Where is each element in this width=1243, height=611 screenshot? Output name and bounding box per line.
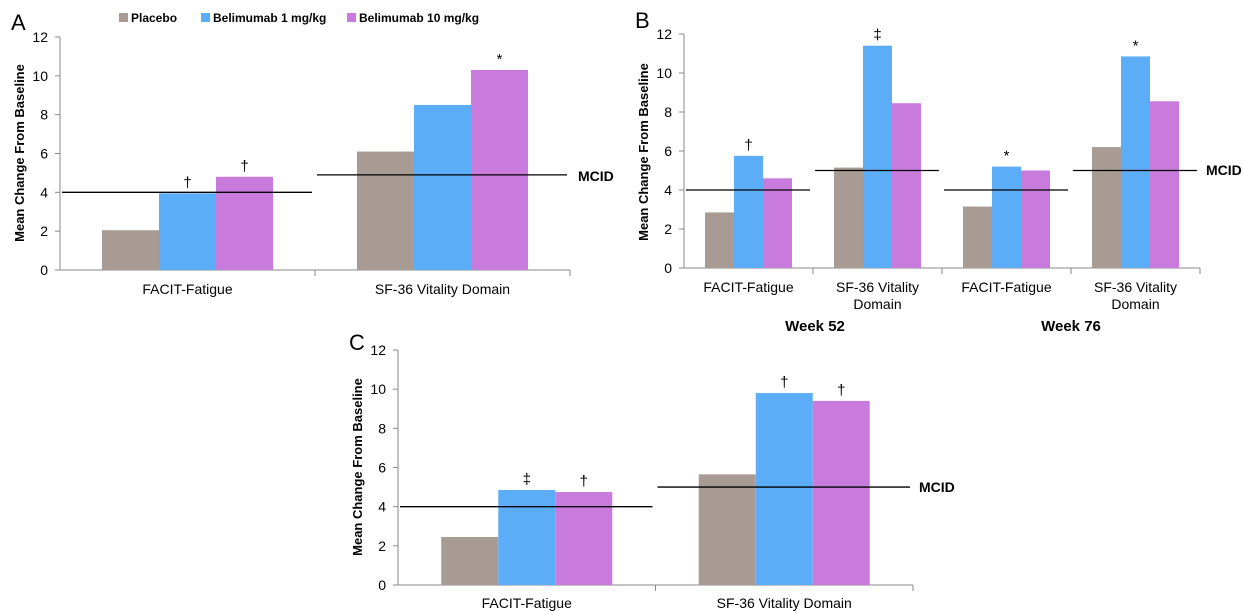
legend-swatch-belimumab-10 <box>347 13 356 22</box>
x-category-label: Domain <box>1111 296 1159 312</box>
legend-label-belimumab-10: Belimumab 10 mg/kg <box>359 11 479 25</box>
y-tick-label: 2 <box>378 538 386 554</box>
bar-placebo-2 <box>834 167 863 268</box>
bar-placebo-2 <box>357 151 414 270</box>
panel-c: 0 2 4 6 8 10 12 ‡ † FACIT-Fatigue † † SF-36 Vitality… <box>370 342 954 611</box>
x-category-label: Domain <box>853 296 901 312</box>
y-tick-label: 6 <box>664 143 672 159</box>
bar-placebo-1 <box>705 212 734 268</box>
y-tick-label: 0 <box>378 577 386 593</box>
x-category-label: FACIT-Fatigue <box>703 279 793 295</box>
significance-marker: ‡ <box>873 27 881 44</box>
legend-swatch-belimumab-1 <box>201 13 210 22</box>
y-tick-label: 12 <box>370 342 386 358</box>
y-tick-label: 8 <box>378 420 386 436</box>
panel-a: 0 2 4 6 8 10 12 † † FACIT-Fatigue * SF-36 Vitality … <box>32 29 613 297</box>
y-tick-label: 12 <box>32 29 48 45</box>
bar-belimumab-1-mg-kg-1 <box>159 193 216 270</box>
bar-belimumab-10-mg-kg-3 <box>1021 170 1050 268</box>
significance-marker: * <box>1133 37 1139 54</box>
bar-belimumab-1-mg-kg-3 <box>992 166 1021 268</box>
y-axis-title-a: Mean Change From Baseline <box>12 64 27 242</box>
bar-belimumab-10-mg-kg-2 <box>812 400 870 585</box>
y-tick-label: 10 <box>32 68 48 84</box>
bar-placebo-4 <box>1092 147 1121 268</box>
bar-placebo-1 <box>102 230 159 270</box>
mcid-label: MCID <box>578 168 614 184</box>
legend-label-belimumab-1: Belimumab 1 mg/kg <box>213 11 326 25</box>
significance-marker: † <box>240 158 248 175</box>
y-tick-label: 4 <box>40 184 48 200</box>
group-label-week-52: Week 52 <box>785 318 845 335</box>
y-tick-label: 2 <box>664 221 672 237</box>
legend-swatch-placebo <box>119 13 128 22</box>
bar-placebo-3 <box>963 206 992 268</box>
y-tick-label: 8 <box>664 104 672 120</box>
bar-belimumab-1-mg-kg-1 <box>498 490 556 585</box>
y-tick-label: 8 <box>40 107 48 123</box>
y-tick-label: 2 <box>40 223 48 239</box>
significance-marker: † <box>580 473 588 490</box>
x-category-label: FACIT-Fatigue <box>482 595 572 611</box>
bar-belimumab-1-mg-kg-2 <box>414 104 471 270</box>
x-category-label: FACIT-Fatigue <box>142 281 232 297</box>
significance-marker: ‡ <box>523 471 531 488</box>
y-tick-label: 6 <box>40 146 48 162</box>
bar-belimumab-10-mg-kg-2 <box>471 70 528 270</box>
bar-belimumab-10-mg-kg-1 <box>216 176 273 270</box>
y-tick-label: 0 <box>40 262 48 278</box>
significance-marker: * <box>1004 148 1010 165</box>
y-axis-title-c: Mean Change From Baseline <box>350 378 365 556</box>
y-tick-label: 6 <box>378 460 386 476</box>
bar-belimumab-10-mg-kg-2 <box>892 103 921 268</box>
y-tick-label: 12 <box>656 26 672 42</box>
y-tick-label: 10 <box>656 65 672 81</box>
significance-marker: * <box>497 51 503 68</box>
y-tick-label: 4 <box>664 182 672 198</box>
legend: Placebo Belimumab 1 mg/kg Belimumab 10 m… <box>119 11 479 25</box>
bar-belimumab-10-mg-kg-4 <box>1150 101 1179 269</box>
bar-placebo-2 <box>698 474 756 585</box>
legend-label-placebo: Placebo <box>131 11 177 25</box>
mcid-label: MCID <box>1206 162 1242 178</box>
bar-placebo-1 <box>441 537 499 585</box>
bar-belimumab-1-mg-kg-2 <box>755 393 813 585</box>
significance-marker: † <box>837 382 845 399</box>
x-category-label: SF-36 Vitality Domain <box>375 281 510 297</box>
panel-label-b: B <box>635 8 650 33</box>
bar-belimumab-10-mg-kg-1 <box>555 491 613 585</box>
y-axis-title-b: Mean Change From Baseline <box>636 63 651 241</box>
y-tick-label: 4 <box>378 499 386 515</box>
y-tick-label: 10 <box>370 381 386 397</box>
bar-belimumab-1-mg-kg-4 <box>1121 56 1150 268</box>
y-tick-label: 0 <box>664 260 672 276</box>
x-category-label: SF-36 Vitality <box>836 279 919 295</box>
bar-belimumab-1-mg-kg-2 <box>863 45 892 269</box>
significance-marker: † <box>780 374 788 391</box>
x-category-label: SF-36 Vitality Domain <box>717 595 852 611</box>
plot-area: 0 2 4 6 8 10 12 † † FACIT-Fatigue * SF-36 Vitality … <box>32 26 1241 611</box>
panel-label-c: C <box>349 330 365 355</box>
significance-marker: † <box>744 137 752 154</box>
bar-belimumab-10-mg-kg-1 <box>763 178 792 268</box>
group-label-week-76: Week 76 <box>1041 318 1101 335</box>
x-category-label: SF-36 Vitality <box>1094 279 1177 295</box>
bar-belimumab-1-mg-kg-1 <box>734 155 763 268</box>
mcid-label: MCID <box>919 479 955 495</box>
panel-label-a: A <box>11 10 26 35</box>
x-category-label: FACIT-Fatigue <box>961 279 1051 295</box>
significance-marker: † <box>183 174 191 191</box>
